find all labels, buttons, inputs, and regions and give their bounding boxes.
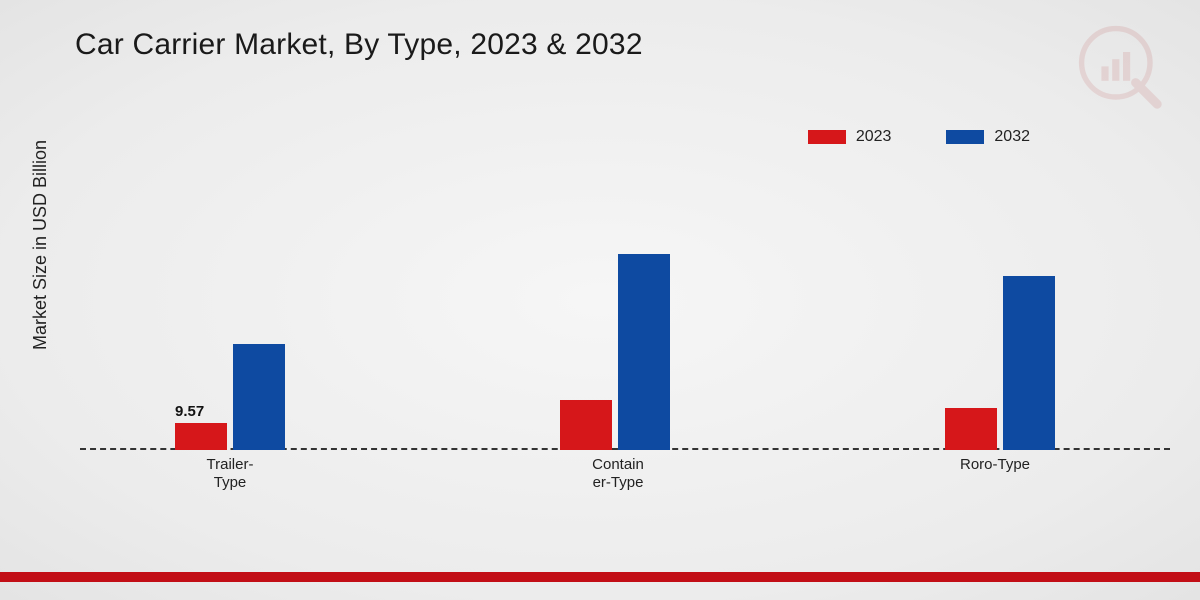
chart-canvas: Car Carrier Market, By Type, 2023 & 2032… xyxy=(0,0,1200,600)
legend-swatch-2032 xyxy=(946,130,984,144)
bar-group-roro xyxy=(945,276,1055,450)
bar-container-2023 xyxy=(560,400,612,450)
plot-area: 9.57 Trailer- Type Contain er-Type Roro-… xyxy=(80,170,1170,450)
footer-accent-bar xyxy=(0,572,1200,582)
bar-container-2032 xyxy=(618,254,670,450)
category-label-line: er-Type xyxy=(593,474,644,491)
legend-item-2023: 2023 xyxy=(808,128,892,146)
bar-roro-2023 xyxy=(945,408,997,450)
category-label-container: Contain er-Type xyxy=(558,456,678,492)
category-label-line: Type xyxy=(214,474,247,491)
category-label-line: Contain xyxy=(592,456,644,473)
bar-roro-2032 xyxy=(1003,276,1055,450)
legend-item-2032: 2032 xyxy=(946,128,1030,146)
bar-group-trailer xyxy=(175,344,285,450)
legend-label-2032: 2032 xyxy=(994,128,1030,146)
legend: 2023 2032 xyxy=(808,128,1030,146)
watermark-logo xyxy=(1078,25,1168,115)
bar-trailer-2032 xyxy=(233,344,285,450)
y-axis-label: Market Size in USD Billion xyxy=(30,140,51,350)
category-label-line: Roro-Type xyxy=(960,456,1030,473)
category-label-line: Trailer- xyxy=(207,456,254,473)
legend-label-2023: 2023 xyxy=(856,128,892,146)
category-label-trailer: Trailer- Type xyxy=(170,456,290,492)
value-label-trailer-2023: 9.57 xyxy=(175,403,204,420)
bar-trailer-2023 xyxy=(175,423,227,450)
chart-title: Car Carrier Market, By Type, 2023 & 2032 xyxy=(75,28,643,62)
category-label-roro: Roro-Type xyxy=(935,456,1055,474)
bar-group-container xyxy=(560,254,670,450)
legend-swatch-2023 xyxy=(808,130,846,144)
